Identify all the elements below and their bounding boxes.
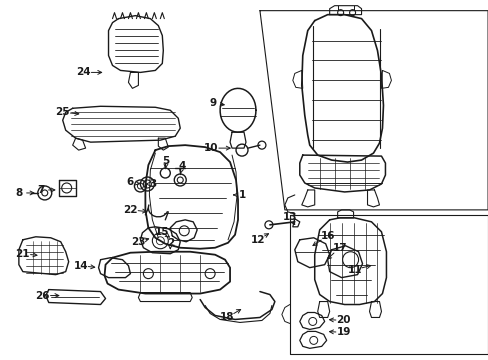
Text: 26: 26 <box>36 291 50 301</box>
Text: 18: 18 <box>220 312 234 323</box>
Text: 22: 22 <box>123 205 138 215</box>
Text: 5: 5 <box>163 156 170 166</box>
Text: 23: 23 <box>131 237 145 247</box>
Text: 12: 12 <box>250 235 264 245</box>
Text: 16: 16 <box>320 231 334 241</box>
Text: 1: 1 <box>238 190 245 200</box>
Text: 7: 7 <box>37 185 44 195</box>
Text: 2: 2 <box>166 238 174 248</box>
Text: 13: 13 <box>282 212 297 222</box>
Text: 6: 6 <box>126 177 134 187</box>
Text: 15: 15 <box>155 227 169 237</box>
Text: 20: 20 <box>336 315 350 325</box>
Text: 3: 3 <box>149 179 157 189</box>
Text: 10: 10 <box>203 143 218 153</box>
Text: 14: 14 <box>73 261 88 271</box>
Text: 24: 24 <box>76 67 91 77</box>
Text: 11: 11 <box>346 265 361 275</box>
Text: 17: 17 <box>332 243 346 253</box>
Text: 25: 25 <box>55 107 70 117</box>
Text: 9: 9 <box>209 98 216 108</box>
Text: 19: 19 <box>336 327 350 337</box>
Text: 8: 8 <box>15 188 22 198</box>
Text: 4: 4 <box>178 161 185 171</box>
Text: 21: 21 <box>16 249 30 259</box>
